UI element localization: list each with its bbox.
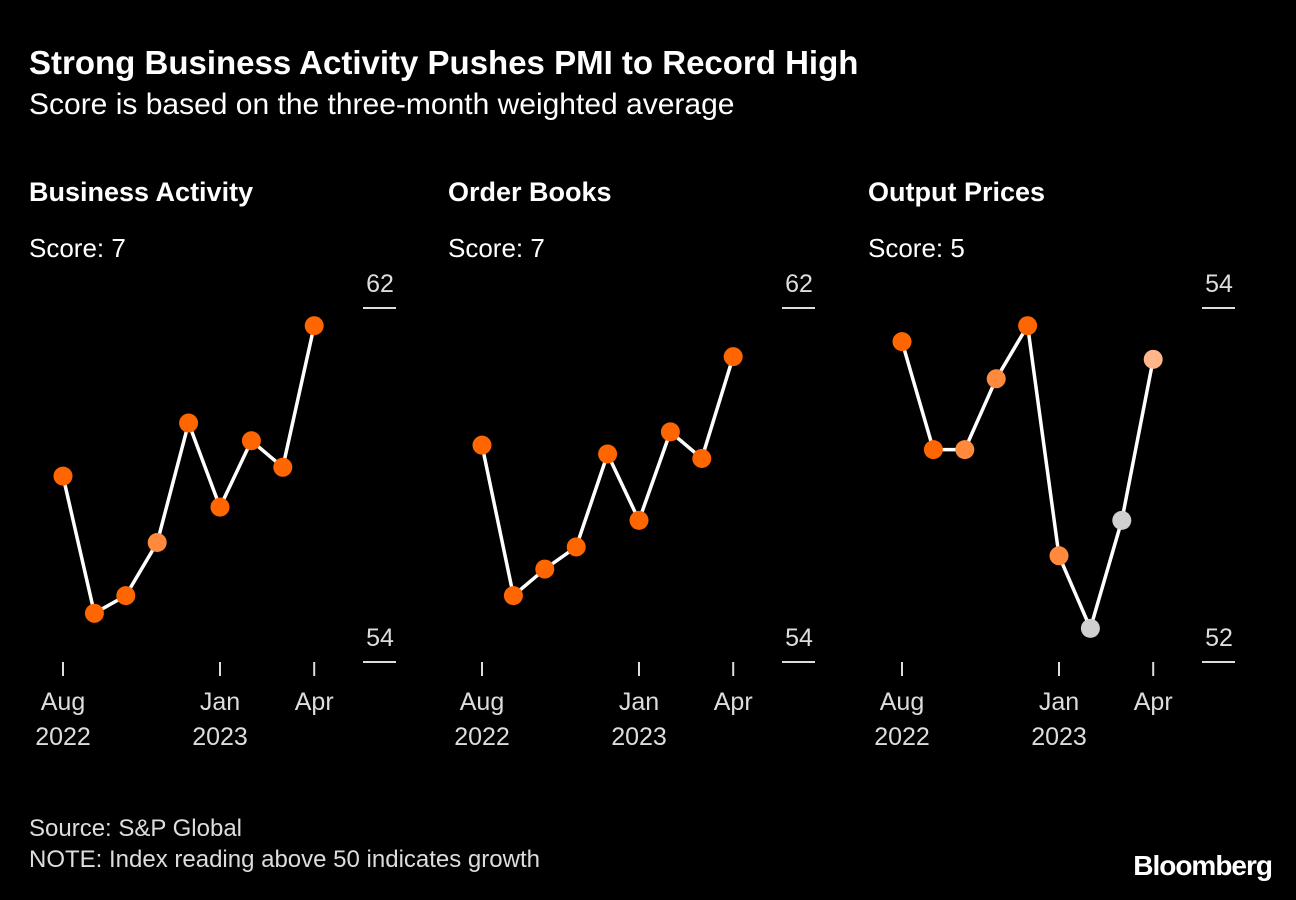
- panel-title: Output Prices: [868, 177, 1045, 207]
- data-point: [535, 559, 555, 579]
- x-tick-label: Apr: [714, 688, 753, 716]
- x-tick-label-year: 2023: [611, 723, 667, 751]
- data-point: [1018, 316, 1038, 336]
- y-tick-label: 54: [1205, 270, 1233, 298]
- data-point: [1143, 349, 1163, 369]
- x-tick-label: Apr: [1134, 688, 1173, 716]
- panel-score: Score: 7: [29, 233, 126, 263]
- data-point: [147, 533, 167, 553]
- data-point: [241, 431, 261, 451]
- data-point: [892, 332, 912, 352]
- series-line: [900, 320, 1155, 634]
- x-tick-label: Jan: [200, 688, 240, 716]
- data-point: [116, 586, 136, 606]
- data-point: [723, 347, 743, 367]
- panel-title: Order Books: [448, 177, 612, 207]
- data-point: [472, 435, 492, 455]
- data-point: [179, 413, 199, 433]
- data-point: [273, 457, 293, 477]
- data-point: [210, 497, 230, 517]
- x-tick-label: Apr: [295, 688, 334, 716]
- footnote: NOTE: Index reading above 50 indicates g…: [29, 846, 540, 873]
- series-line: [480, 356, 735, 599]
- x-tick-label: Jan: [1039, 688, 1079, 716]
- data-point: [692, 448, 712, 468]
- x-tick-label: Aug: [41, 688, 85, 716]
- data-point: [923, 440, 943, 460]
- x-tick-label: Aug: [460, 688, 504, 716]
- y-tick-label: 62: [366, 270, 394, 298]
- bloomberg-logo: Bloomberg: [1133, 850, 1273, 881]
- x-tick-label: Jan: [619, 688, 659, 716]
- data-point: [503, 586, 523, 606]
- x-tick-label-year: 2023: [192, 723, 248, 751]
- panel-score: Score: 7: [448, 233, 545, 263]
- y-tick-label: 52: [1205, 624, 1233, 652]
- chart-subtitle: Score is based on the three-month weight…: [29, 88, 735, 121]
- data-point: [986, 369, 1006, 389]
- x-tick-label-year: 2022: [454, 723, 510, 751]
- data-point: [1049, 546, 1069, 566]
- panel-score: Score: 5: [868, 233, 965, 263]
- x-tick-label: Aug: [880, 688, 924, 716]
- data-point: [1112, 510, 1132, 530]
- data-point: [629, 510, 649, 530]
- data-point: [660, 422, 680, 442]
- source-note: Source: S&P Global: [29, 815, 243, 842]
- data-point: [304, 316, 324, 336]
- data-point: [53, 466, 73, 486]
- x-tick-label-year: 2023: [1031, 723, 1087, 751]
- data-point: [566, 537, 586, 557]
- data-point: [598, 444, 618, 464]
- y-tick-label: 62: [785, 270, 813, 298]
- data-point: [84, 603, 104, 623]
- panel-title: Business Activity: [29, 177, 253, 207]
- y-tick-label: 54: [366, 624, 394, 652]
- data-point: [1080, 618, 1100, 638]
- x-tick-label-year: 2022: [874, 723, 930, 751]
- data-point: [955, 440, 975, 460]
- x-tick-label-year: 2022: [35, 723, 91, 751]
- y-tick-label: 54: [785, 624, 813, 652]
- chart-title: Strong Business Activity Pushes PMI to R…: [29, 44, 859, 81]
